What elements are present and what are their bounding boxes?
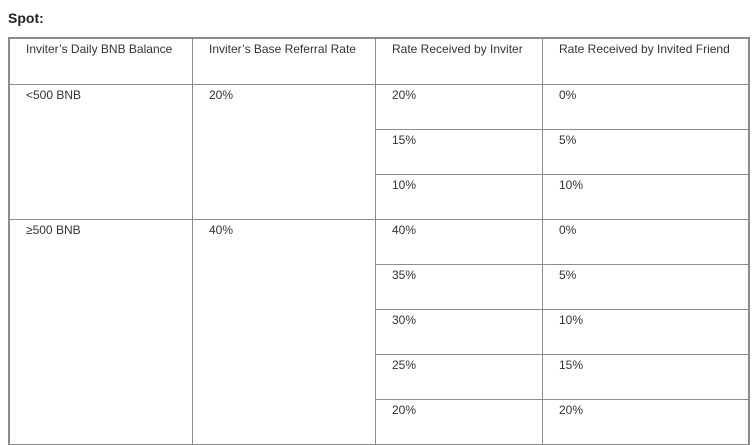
header-rate-received-by-inviter: Rate Received by Inviter — [375, 38, 543, 85]
balance-cell: ≥500 BNB — [9, 219, 193, 445]
referral-rate-table: Inviter’s Daily BNB Balance Inviter’s Ba… — [8, 37, 750, 445]
inviter-rate-cell: 40% — [375, 219, 543, 265]
friend-rate-cell: 10% — [542, 174, 749, 220]
table-row: <500 BNB 20% 20% 0% — [9, 84, 749, 220]
inviter-rate-cell: 35% — [375, 264, 543, 310]
inviter-rate-cell: 30% — [375, 309, 543, 355]
table-row: 30% 10% — [10, 309, 749, 355]
base-rate-cell: 20% — [192, 84, 376, 220]
header-rate-received-by-friend: Rate Received by Invited Friend — [542, 38, 749, 85]
table-header-row: Inviter’s Daily BNB Balance Inviter’s Ba… — [9, 38, 749, 85]
section-heading: Spot: — [8, 10, 44, 26]
friend-rate-cell: 20% — [542, 399, 749, 445]
table-row: 25% 15% — [10, 354, 749, 400]
inviter-rate-cell: 20% — [375, 399, 543, 445]
friend-rate-cell: 5% — [542, 129, 749, 175]
friend-rate-cell: 10% — [542, 309, 749, 355]
base-rate-cell: 40% — [192, 219, 376, 445]
friend-rate-cell: 15% — [542, 354, 749, 400]
friend-rate-cell: 0% — [542, 84, 749, 130]
table-row: 10% 10% — [10, 174, 749, 220]
inviter-rate-cell: 20% — [375, 84, 543, 130]
table-row: 15% 5% — [10, 129, 749, 175]
table-row: 35% 5% — [10, 264, 749, 310]
friend-rate-cell: 5% — [542, 264, 749, 310]
header-base-referral-rate: Inviter’s Base Referral Rate — [192, 38, 376, 85]
balance-cell: <500 BNB — [9, 84, 193, 220]
inviter-rate-cell: 25% — [375, 354, 543, 400]
friend-rate-cell: 0% — [542, 219, 749, 265]
inviter-rate-cell: 10% — [375, 174, 543, 220]
header-daily-bnb-balance: Inviter’s Daily BNB Balance — [9, 38, 193, 85]
inviter-rate-cell: 15% — [375, 129, 543, 175]
table-row: ≥500 BNB 40% 40% 0% — [9, 219, 749, 445]
